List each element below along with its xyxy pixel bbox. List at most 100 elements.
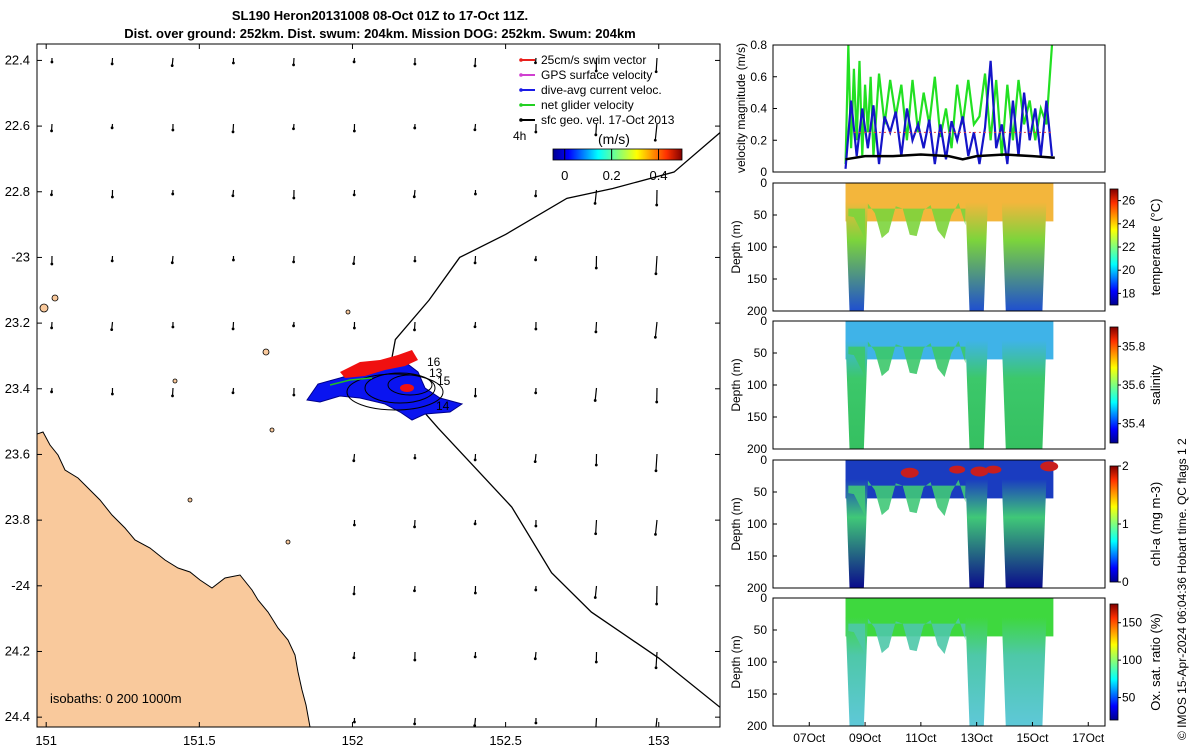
lon-tick-label: 151 <box>35 733 57 748</box>
current-arrow-head <box>292 260 296 264</box>
current-arrow-head <box>292 324 295 328</box>
current-arrow-head <box>593 201 597 205</box>
current-arrow-head <box>413 328 416 332</box>
chl-maximum <box>1040 461 1059 472</box>
day-label: 15 <box>437 374 451 388</box>
current-arrow-head <box>533 460 537 464</box>
current-arrow-head <box>231 194 235 198</box>
current-arrow-head <box>473 458 477 462</box>
current-arrow-head <box>534 524 538 528</box>
velocity-ytick-label: 0.4 <box>750 102 767 116</box>
current-arrow-head <box>50 129 53 133</box>
time-tick-label: 09Oct <box>849 731 882 745</box>
island-mark <box>262 348 270 356</box>
current-arrow-head <box>473 655 477 659</box>
current-arrow-head <box>352 262 356 266</box>
current-arrow-head <box>473 64 477 68</box>
island-mark <box>285 539 291 545</box>
depth-axis-label: Depth (m) <box>729 497 743 550</box>
current-arrow-head <box>534 721 538 725</box>
colorbar-unit: (m/s) <box>598 131 630 147</box>
day-label: 16 <box>427 355 441 369</box>
section-plot <box>845 460 1059 588</box>
chl-maximum <box>949 465 966 474</box>
section-deep-dive <box>965 202 988 311</box>
lat-tick-label: 22.8 <box>5 184 30 199</box>
depth-tick-label: 150 <box>747 687 767 701</box>
current-arrow-head <box>292 127 295 131</box>
colorbar-label: chl-a (mg m-3) <box>1148 482 1163 567</box>
current-arrow-head <box>413 658 417 662</box>
current-arrow-head <box>232 258 235 262</box>
current-arrow-head <box>292 63 295 67</box>
current-arrow-head <box>353 720 356 724</box>
colorbar-label: temperature (°C) <box>1148 199 1163 296</box>
colorbar-tick-label: 2 <box>1122 459 1129 473</box>
lat-tick-label: 22.6 <box>5 118 30 133</box>
chart-title-line1: SL190 Heron20131008 08-Oct 01Z to 17-Oct… <box>231 8 529 23</box>
current-arrow-head <box>653 138 657 142</box>
current-arrow-head <box>594 463 598 467</box>
section-plot <box>845 598 1054 726</box>
time-tick-label: 07Oct <box>793 731 826 745</box>
day-label: 13 <box>429 366 443 380</box>
time-tick-label: 15Oct <box>1016 731 1049 745</box>
current-arrow <box>654 519 658 535</box>
current-arrow-head <box>352 656 356 660</box>
legend-label: 25cm/s swim vector <box>541 53 646 67</box>
current-arrow <box>654 321 658 338</box>
depth-tick-label: 200 <box>747 442 767 456</box>
island-mark <box>39 303 49 313</box>
chl-maximum <box>900 467 919 478</box>
colorbar-tick-label: 0.2 <box>603 168 621 183</box>
current-arrow-head <box>292 393 296 397</box>
velocity-plot <box>844 45 1055 169</box>
current-arrow-head <box>110 126 114 130</box>
current-arrow-head <box>653 335 657 339</box>
current-arrow-head <box>231 327 235 331</box>
depth-axis-label: Depth (m) <box>729 220 743 273</box>
current-arrow-head <box>50 193 53 197</box>
current-arrow-head <box>473 394 477 398</box>
depth-tick-label: 150 <box>747 272 767 286</box>
current-arrow-head <box>655 203 659 207</box>
section-deep-dive <box>965 340 988 449</box>
current-arrow-head <box>473 128 477 132</box>
legend-swatch-head <box>519 88 523 92</box>
lon-tick-label: 151.5 <box>183 733 216 748</box>
depth-tick-label: 50 <box>754 485 768 499</box>
current-arrow-head <box>473 591 477 595</box>
depth-tick-label: 100 <box>747 378 767 392</box>
current-arrow-head <box>413 525 416 529</box>
depth-tick-label: 0 <box>760 176 767 190</box>
current-arrow-head <box>413 126 417 130</box>
colorbar-tick-label: 18 <box>1122 286 1136 300</box>
current-arrow <box>595 321 598 332</box>
current-arrow-head <box>593 596 597 599</box>
current-arrow-head <box>593 399 597 402</box>
time-tick-label: 17Oct <box>1072 731 1105 745</box>
colorbar-tick-label: 50 <box>1122 691 1136 705</box>
colorbar-tick-label: 26 <box>1122 194 1136 208</box>
legend-swatch-head <box>519 58 523 62</box>
legend-swatch-head <box>519 73 523 77</box>
current-arrow-head <box>654 469 658 473</box>
lat-tick-label: 23.6 <box>5 446 30 461</box>
current-arrow-head <box>352 129 356 133</box>
section-mid-layer <box>867 202 966 239</box>
velocity-ytick-label: 0.2 <box>750 133 767 147</box>
island-mark <box>269 427 275 433</box>
lat-tick-label: 24.2 <box>5 643 30 658</box>
colorbar-tick-label: 0 <box>1122 575 1129 589</box>
depth-tick-label: 200 <box>747 719 767 733</box>
section-colorbar <box>1109 326 1119 444</box>
current-arrow-head <box>353 523 356 527</box>
red-patch <box>400 384 414 392</box>
current-arrow-head <box>171 128 175 132</box>
section-deep-dive <box>1001 340 1047 449</box>
current-arrow-head <box>534 130 538 134</box>
current-arrow-head <box>534 588 538 592</box>
colorbar-tick-label: 150 <box>1122 616 1142 630</box>
current-arrow <box>595 519 598 534</box>
